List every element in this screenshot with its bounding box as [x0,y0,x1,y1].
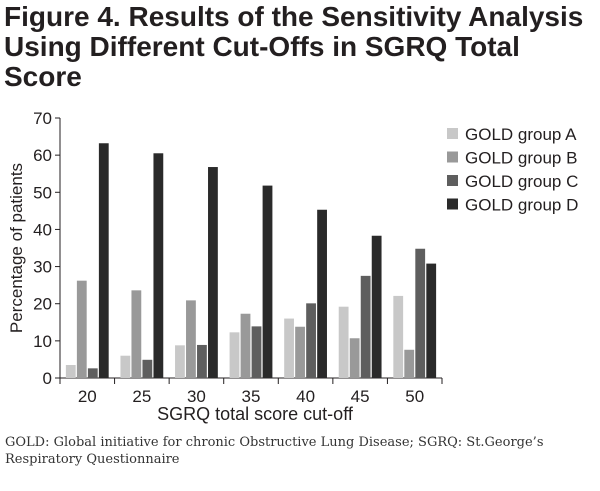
legend-label: GOLD group B [465,149,577,168]
bar-gold-group-b [404,349,415,378]
bar-gold-group-d [317,209,327,378]
bar-gold-group-b [240,313,251,378]
bar-gold-group-d [153,153,164,378]
y-tick-label: 60 [33,146,52,165]
x-tick-label: 50 [405,387,424,406]
bar-gold-group-a [65,365,76,378]
x-tick-label: 40 [296,387,315,406]
legend-label: GOLD group D [465,196,578,215]
bar-gold-group-d [98,143,109,378]
bar-gold-group-b [76,280,87,378]
y-axis-label: Percentage of patients [7,163,26,333]
figure-title-line: Figure 4. Results of the Sensitivity Ana… [4,1,584,32]
figure-title-line: Score [4,61,82,92]
bar-gold-group-c [306,303,316,378]
y-tick-label: 30 [33,258,52,277]
bar-gold-group-a [229,332,240,378]
bar-gold-group-c [87,368,98,378]
bar-gold-group-c [415,248,426,378]
x-tick-label: 20 [78,387,97,406]
legend-swatch [447,128,458,139]
bar-gold-group-a [284,318,294,378]
bar-gold-group-a [175,345,185,378]
bar-gold-group-c [142,359,153,378]
bar-gold-group-a [120,355,131,378]
x-axis-label: SGRQ total score cut-off [157,404,354,424]
bar-gold-group-a [393,295,404,378]
legend-label: GOLD group C [465,172,578,191]
bar-gold-group-d [208,167,218,378]
bar-gold-group-d [262,185,273,378]
legend-swatch [447,198,458,210]
bar-gold-group-b [131,290,142,378]
bar-gold-group-b [295,326,305,378]
legend-swatch [447,175,458,186]
bar-gold-group-a [338,306,349,378]
bar-gold-group-c [360,275,371,378]
x-tick-label: 45 [351,387,370,406]
figure-title-line: Using Different Cut-Offs in SGRQ Total [4,31,520,62]
x-tick-label: 30 [187,387,206,406]
x-tick-label: 25 [132,387,151,406]
x-tick-label: 35 [242,387,261,406]
bar-gold-group-d [371,235,382,378]
bar-gold-group-c [251,326,262,378]
footnote-line: Respiratory Questionnaire [5,452,180,467]
bar-gold-group-d [426,263,437,378]
y-tick-label: 50 [33,183,52,202]
legend-swatch [447,151,458,163]
figure-footnote: GOLD: Global initiative for chronic Obst… [5,434,595,468]
y-tick-label: 0 [43,369,52,388]
y-tick-label: 20 [33,295,52,314]
bar-gold-group-b [349,338,360,378]
legend-label: GOLD group A [465,125,577,144]
bar-gold-group-c [197,344,207,378]
bar-gold-group-b [186,300,196,378]
y-tick-label: 70 [33,109,52,128]
y-tick-label: 10 [33,332,52,351]
figure-title: Figure 4. Results of the Sensitivity Ana… [4,2,596,92]
y-tick-label: 40 [33,220,52,239]
footnote-line: GOLD: Global initiative for chronic Obst… [5,435,544,450]
